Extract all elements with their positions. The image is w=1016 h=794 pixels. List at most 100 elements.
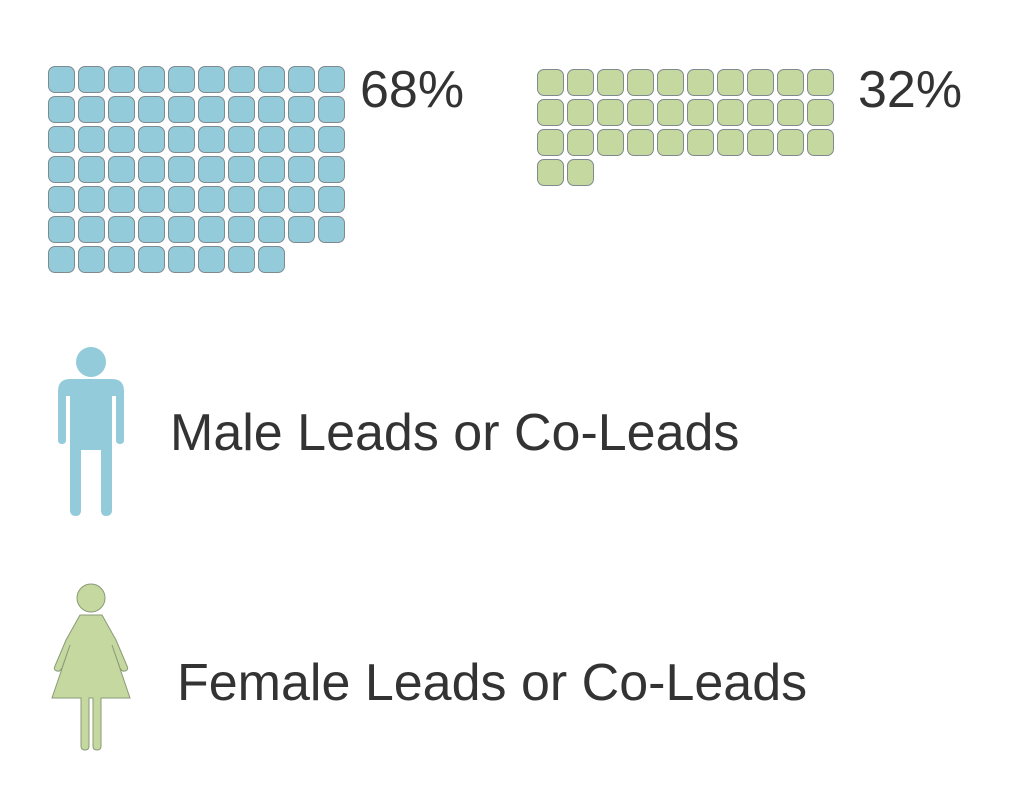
waffle-cell bbox=[78, 66, 105, 93]
waffle-cell bbox=[627, 69, 654, 96]
waffle-cell bbox=[777, 69, 804, 96]
waffle-cell bbox=[627, 129, 654, 156]
waffle-cell bbox=[567, 69, 594, 96]
waffle-cell bbox=[108, 216, 135, 243]
waffle-cell bbox=[258, 96, 285, 123]
waffle-cell bbox=[537, 69, 564, 96]
waffle-cell bbox=[747, 129, 774, 156]
waffle-cell bbox=[228, 66, 255, 93]
waffle-cell bbox=[537, 99, 564, 126]
waffle-cell bbox=[258, 156, 285, 183]
waffle-cell bbox=[807, 99, 834, 126]
waffle-cell bbox=[228, 126, 255, 153]
waffle-cell bbox=[567, 99, 594, 126]
waffle-cell bbox=[48, 246, 75, 273]
waffle-cell bbox=[138, 216, 165, 243]
male-legend-label: Male Leads or Co-Leads bbox=[170, 404, 740, 462]
waffle-cell bbox=[657, 129, 684, 156]
waffle-cell bbox=[78, 246, 105, 273]
waffle-cell bbox=[48, 96, 75, 123]
waffle-cell bbox=[168, 246, 195, 273]
waffle-cell bbox=[228, 246, 255, 273]
waffle-cell bbox=[318, 186, 345, 213]
waffle-cell bbox=[807, 69, 834, 96]
waffle-cell bbox=[228, 216, 255, 243]
waffle-cell bbox=[48, 156, 75, 183]
waffle-cell bbox=[717, 69, 744, 96]
waffle-cell bbox=[168, 66, 195, 93]
waffle-cell bbox=[108, 96, 135, 123]
waffle-cell bbox=[228, 186, 255, 213]
male-person-icon bbox=[56, 346, 126, 523]
waffle-cell bbox=[138, 66, 165, 93]
waffle-cell bbox=[537, 129, 564, 156]
waffle-cell bbox=[138, 246, 165, 273]
waffle-cell bbox=[687, 99, 714, 126]
waffle-cell bbox=[687, 69, 714, 96]
waffle-cell bbox=[138, 186, 165, 213]
waffle-cell bbox=[198, 156, 225, 183]
waffle-cell bbox=[288, 126, 315, 153]
waffle-cell bbox=[318, 126, 345, 153]
waffle-cell bbox=[567, 159, 594, 186]
waffle-cell bbox=[258, 66, 285, 93]
waffle-cell bbox=[78, 216, 105, 243]
waffle-cell bbox=[138, 96, 165, 123]
waffle-cell bbox=[288, 96, 315, 123]
female-percent-label: 32% bbox=[858, 61, 963, 119]
waffle-cell bbox=[168, 96, 195, 123]
waffle-cell bbox=[108, 186, 135, 213]
waffle-cell bbox=[168, 156, 195, 183]
male-waffle-grid bbox=[48, 66, 345, 273]
waffle-cell bbox=[258, 246, 285, 273]
waffle-cell bbox=[48, 186, 75, 213]
waffle-cell bbox=[48, 216, 75, 243]
waffle-cell bbox=[747, 69, 774, 96]
waffle-cell bbox=[198, 66, 225, 93]
waffle-cell bbox=[108, 126, 135, 153]
waffle-cell bbox=[258, 186, 285, 213]
waffle-cell bbox=[657, 99, 684, 126]
waffle-cell bbox=[228, 156, 255, 183]
waffle-cell bbox=[777, 99, 804, 126]
waffle-cell bbox=[48, 126, 75, 153]
waffle-cell bbox=[717, 129, 744, 156]
waffle-cell bbox=[168, 186, 195, 213]
waffle-cell bbox=[318, 156, 345, 183]
male-percent-label: 68% bbox=[360, 61, 465, 119]
waffle-cell bbox=[198, 216, 225, 243]
waffle-cell bbox=[78, 96, 105, 123]
waffle-cell bbox=[258, 126, 285, 153]
waffle-cell bbox=[198, 126, 225, 153]
female-person-icon bbox=[48, 582, 134, 757]
waffle-cell bbox=[258, 216, 285, 243]
female-person-svg bbox=[51, 583, 131, 751]
waffle-cell bbox=[198, 186, 225, 213]
female-waffle-grid bbox=[537, 69, 834, 186]
waffle-cell bbox=[288, 216, 315, 243]
waffle-cell bbox=[717, 99, 744, 126]
waffle-cell bbox=[318, 66, 345, 93]
waffle-cell bbox=[198, 246, 225, 273]
waffle-cell bbox=[288, 186, 315, 213]
waffle-cell bbox=[597, 99, 624, 126]
waffle-cell bbox=[627, 99, 654, 126]
waffle-cell bbox=[807, 129, 834, 156]
waffle-cell bbox=[228, 96, 255, 123]
waffle-cell bbox=[198, 96, 225, 123]
waffle-cell bbox=[108, 156, 135, 183]
waffle-cell bbox=[318, 216, 345, 243]
waffle-cell bbox=[567, 129, 594, 156]
waffle-cell bbox=[108, 246, 135, 273]
waffle-cell bbox=[78, 126, 105, 153]
male-person-svg bbox=[58, 347, 124, 516]
waffle-cell bbox=[777, 129, 804, 156]
waffle-cell bbox=[288, 156, 315, 183]
waffle-cell bbox=[48, 66, 75, 93]
waffle-cell bbox=[597, 129, 624, 156]
waffle-cell bbox=[168, 216, 195, 243]
waffle-cell bbox=[78, 186, 105, 213]
waffle-cell bbox=[138, 156, 165, 183]
waffle-cell bbox=[687, 129, 714, 156]
female-legend-label: Female Leads or Co-Leads bbox=[177, 654, 808, 712]
